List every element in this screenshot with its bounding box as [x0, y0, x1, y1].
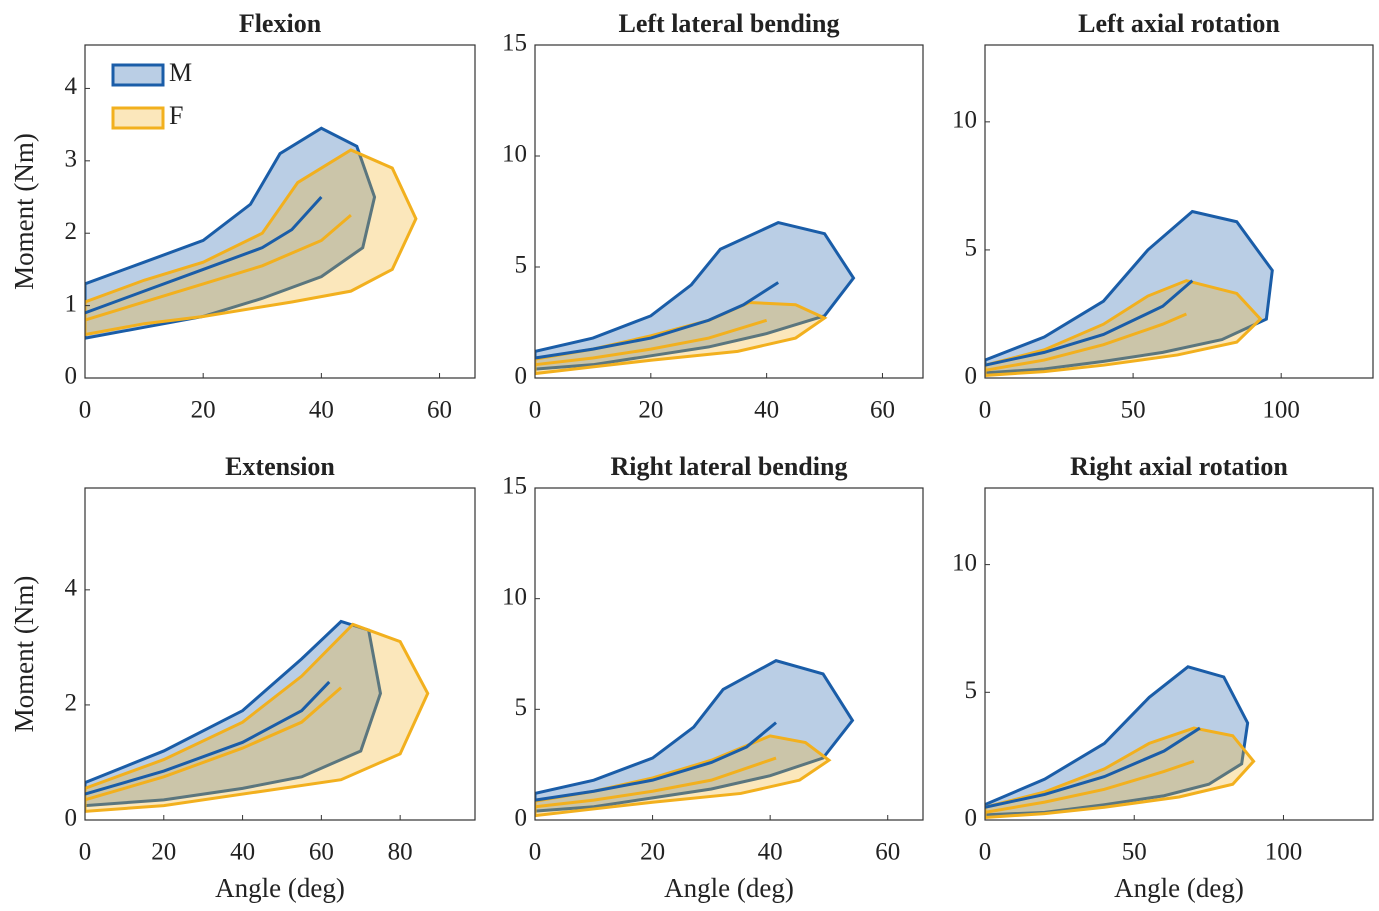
mean-line [984, 312, 1187, 372]
mean-line [84, 680, 331, 796]
chart-title: Extension [225, 452, 335, 481]
corridor [535, 734, 832, 818]
chart-title: Right axial rotation [1070, 452, 1288, 481]
y-tick-label: 15 [502, 473, 527, 500]
x-tick-label: 20 [151, 839, 176, 866]
mean-line [84, 686, 343, 802]
x-tick-label: 0 [529, 397, 542, 424]
x-axis-label: Angle (deg) [1114, 873, 1244, 903]
axes-box [534, 487, 924, 821]
y-tick-label: 0 [515, 363, 528, 390]
mean-line [984, 726, 1201, 809]
axes-box [84, 487, 476, 821]
mean-line [984, 279, 1194, 367]
mean-line [534, 756, 777, 809]
x-tick-label: 60 [427, 397, 452, 424]
x-tick-label: 0 [529, 839, 542, 866]
x-tick-label: 60 [870, 397, 895, 424]
y-tick-label: 0 [965, 805, 978, 832]
x-tick-label: 100 [1262, 397, 1300, 424]
corridor [985, 209, 1274, 375]
legend-swatch [111, 106, 165, 130]
x-tick-label: 40 [754, 397, 779, 424]
x-tick-label: 50 [1121, 397, 1146, 424]
x-tick-label: 20 [638, 397, 663, 424]
x-tick-label: 0 [79, 839, 92, 866]
mean-line [534, 281, 780, 360]
y-tick-label: 5 [965, 235, 978, 262]
mean-line [534, 318, 768, 367]
mean-line [84, 213, 352, 322]
corridor [85, 148, 418, 337]
x-tick-label: 100 [1265, 839, 1303, 866]
x-tick-label: 20 [640, 839, 665, 866]
axes-box [984, 44, 1374, 379]
y-tick-label: 1 [65, 290, 78, 317]
x-tick-label: 80 [388, 839, 413, 866]
x-tick-label: 0 [79, 397, 92, 424]
y-tick-label: 3 [65, 146, 78, 173]
corridor [985, 726, 1256, 819]
chart-title: Right lateral bending [611, 452, 848, 481]
y-tick-label: 5 [515, 252, 528, 279]
y-tick-label: 10 [952, 107, 977, 134]
x-tick-label: 40 [230, 839, 255, 866]
x-tick-label: 20 [191, 397, 216, 424]
y-tick-label: 0 [515, 805, 528, 832]
y-tick-label: 5 [515, 694, 528, 721]
y-tick-label: 10 [502, 583, 527, 610]
axes-box [534, 44, 924, 379]
x-tick-label: 60 [309, 839, 334, 866]
x-tick-label: 0 [979, 839, 992, 866]
corridor [985, 279, 1263, 377]
corridor [85, 619, 383, 808]
y-axis-label: Moment (Nm) [9, 576, 39, 733]
y-tick-label: 0 [65, 805, 78, 832]
x-tick-label: 60 [875, 839, 900, 866]
y-tick-label: 4 [65, 73, 78, 100]
legend-label: M [169, 58, 192, 87]
corridor [535, 659, 855, 813]
x-axis-label: Angle (deg) [215, 873, 345, 903]
chart-title: Left axial rotation [1078, 9, 1280, 38]
y-tick-label: 10 [502, 141, 527, 168]
axes-box [84, 44, 476, 379]
corridor [535, 221, 856, 371]
x-axis-label: Angle (deg) [664, 873, 794, 903]
x-tick-label: 40 [309, 397, 334, 424]
y-tick-label: 0 [65, 363, 78, 390]
chart-title: Flexion [239, 9, 322, 38]
x-tick-label: 0 [979, 397, 992, 424]
x-tick-label: 40 [758, 839, 783, 866]
legend-swatch [111, 63, 165, 87]
x-tick-label: 50 [1122, 839, 1147, 866]
legend-label: F [169, 101, 183, 130]
y-tick-label: 10 [952, 549, 977, 576]
y-tick-label: 2 [65, 690, 78, 717]
y-axis-label: Moment (Nm) [9, 133, 39, 290]
corridor [85, 622, 430, 813]
y-tick-label: 4 [65, 575, 78, 602]
mean-line [984, 759, 1195, 814]
y-tick-label: 2 [65, 218, 78, 245]
mean-line [84, 196, 323, 315]
y-tick-label: 15 [502, 30, 527, 57]
y-tick-label: 5 [965, 677, 978, 704]
mean-line [534, 721, 777, 802]
y-tick-label: 0 [965, 363, 978, 390]
axes-box [984, 487, 1374, 821]
chart-title: Left lateral bending [619, 9, 840, 38]
